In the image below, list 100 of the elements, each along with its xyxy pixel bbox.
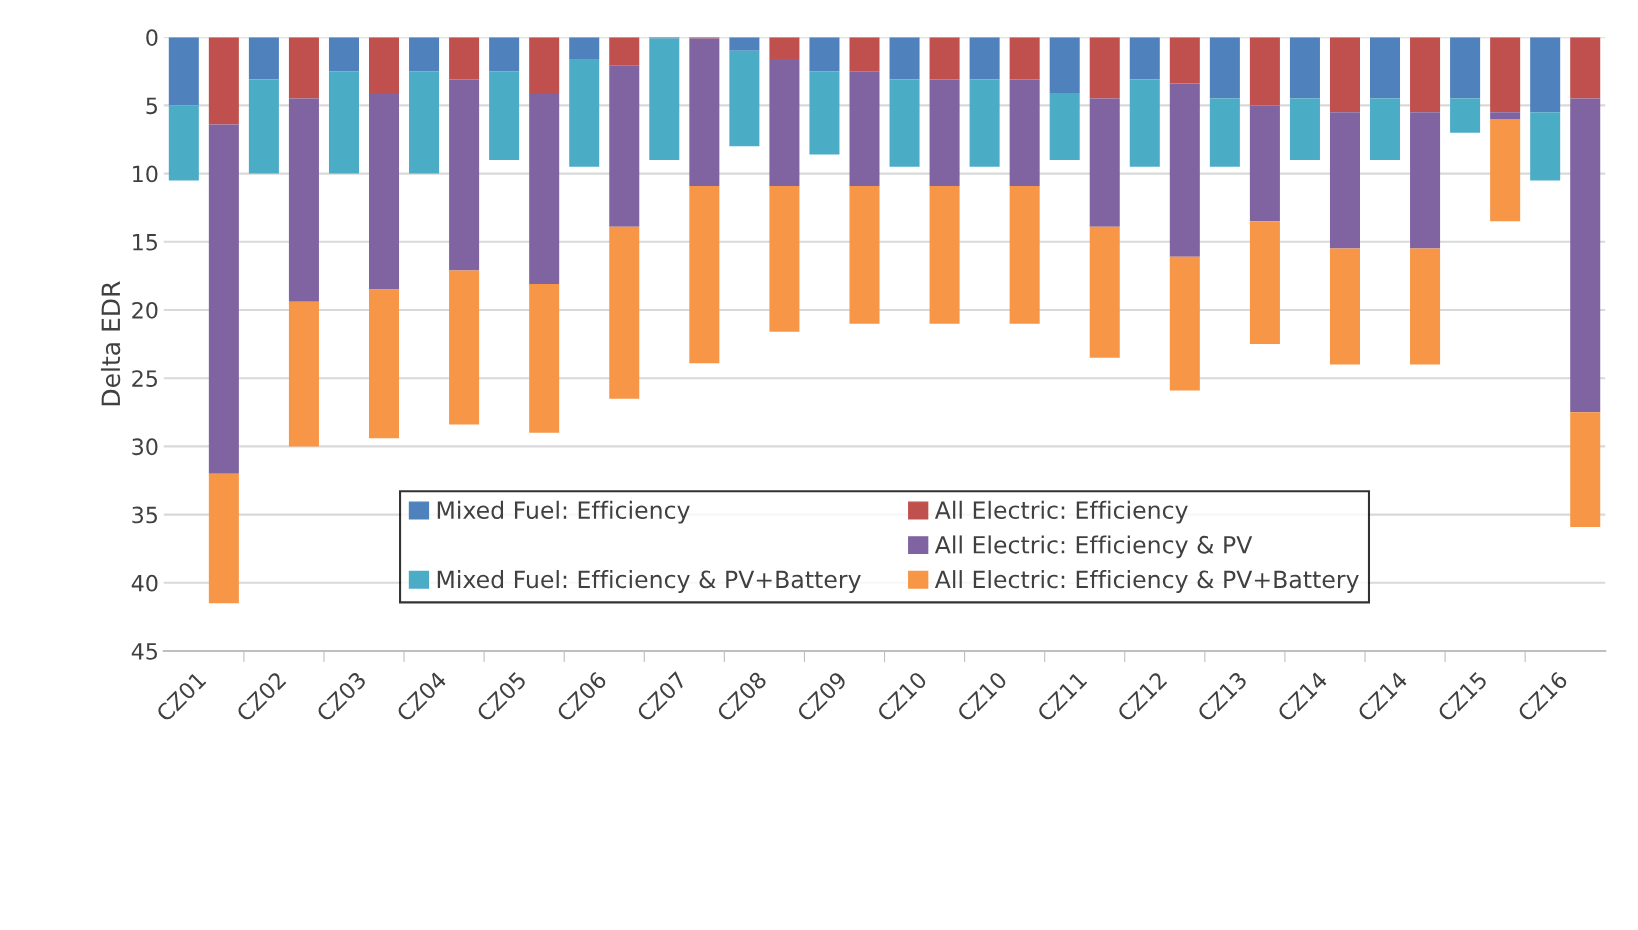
bar <box>1329 37 1360 113</box>
bar <box>1009 79 1040 186</box>
bar <box>168 105 199 181</box>
y-tick-label: 40 <box>131 574 158 592</box>
y-tick-label: 25 <box>132 370 157 387</box>
bar <box>1450 98 1481 133</box>
bar <box>969 37 1000 80</box>
bar <box>609 37 640 66</box>
bar <box>889 37 920 80</box>
bar <box>1169 256 1200 391</box>
bar <box>248 79 279 174</box>
bar <box>1009 37 1040 80</box>
bar <box>929 37 960 80</box>
bar <box>1490 112 1521 120</box>
bar <box>208 473 239 604</box>
bar <box>729 50 760 147</box>
y-tick-label: 10 <box>133 165 158 183</box>
bar <box>369 289 400 439</box>
legend-label: All Electric: Efficiency & PV+Battery <box>934 570 1359 593</box>
bar <box>569 37 600 60</box>
bar <box>769 59 800 186</box>
y-tick-label: 15 <box>133 234 157 251</box>
bar <box>649 38 680 160</box>
bar <box>1289 98 1320 160</box>
bar <box>809 37 840 72</box>
bar <box>849 71 880 186</box>
bar <box>1530 112 1561 181</box>
bar <box>529 37 560 94</box>
bar <box>1009 185 1040 324</box>
bar <box>168 37 199 106</box>
bar <box>1169 37 1200 84</box>
bar <box>1370 37 1401 99</box>
bar <box>929 79 960 186</box>
bar <box>248 37 279 80</box>
bar <box>1089 98 1120 227</box>
bar <box>1370 98 1401 160</box>
bar <box>1530 37 1561 113</box>
y-tick-label: 35 <box>132 506 157 524</box>
bar <box>1169 83 1200 257</box>
bar <box>929 185 960 324</box>
bar <box>1490 37 1521 113</box>
bar <box>1209 98 1240 167</box>
bar <box>1410 112 1441 249</box>
bar <box>1209 37 1240 99</box>
bar <box>288 301 319 447</box>
bar <box>1049 37 1080 94</box>
bar <box>689 185 720 364</box>
bar <box>769 185 800 332</box>
bar <box>1410 248 1441 365</box>
y-tick-label: 20 <box>132 301 158 319</box>
bar <box>1129 79 1160 167</box>
bar <box>369 93 400 290</box>
bar <box>1249 37 1280 106</box>
legend-label: Mixed Fuel: Efficiency <box>437 500 690 524</box>
bar <box>1329 112 1360 249</box>
bar <box>208 37 239 125</box>
y-tick-label: 45 <box>131 643 157 660</box>
bar <box>1570 412 1601 527</box>
bar <box>849 37 880 72</box>
bar <box>1249 221 1280 345</box>
legend-label: Mixed Fuel: Efficiency & PV+Battery <box>437 570 861 593</box>
bar <box>489 71 520 160</box>
y-tick-label: 30 <box>132 438 158 456</box>
bar <box>1289 37 1320 99</box>
bar <box>1570 98 1601 413</box>
bar <box>1249 105 1280 222</box>
bar <box>569 59 600 167</box>
bar <box>1089 226 1120 358</box>
bar <box>288 37 319 99</box>
bar <box>449 37 480 80</box>
bar <box>889 79 920 167</box>
bar <box>369 37 400 94</box>
bar <box>689 38 720 186</box>
bar <box>1570 37 1601 99</box>
bar <box>1410 37 1441 113</box>
legend-label: All Electric: Efficiency <box>934 500 1188 524</box>
bar <box>809 71 840 155</box>
bar <box>1049 93 1080 160</box>
bar <box>1329 248 1360 365</box>
bar <box>489 37 520 72</box>
bar <box>729 37 760 51</box>
legend-label: All Electric: Efficiency & PV <box>934 535 1253 559</box>
bar <box>529 93 560 285</box>
bar <box>969 79 1000 167</box>
bar <box>1450 37 1481 99</box>
bar <box>208 124 239 474</box>
bar <box>328 71 359 174</box>
bar <box>609 65 640 227</box>
bar <box>449 79 480 271</box>
bar <box>769 37 800 60</box>
bar <box>409 71 440 174</box>
bar <box>328 37 359 72</box>
bar <box>1129 37 1160 80</box>
y-axis-title: Delta EDR <box>100 281 121 406</box>
y-tick-label: 0 <box>146 29 158 46</box>
bar <box>1089 37 1120 99</box>
bar <box>409 37 440 72</box>
bar <box>288 98 319 302</box>
bar <box>1490 119 1521 222</box>
y-tick-label: 5 <box>146 97 157 115</box>
